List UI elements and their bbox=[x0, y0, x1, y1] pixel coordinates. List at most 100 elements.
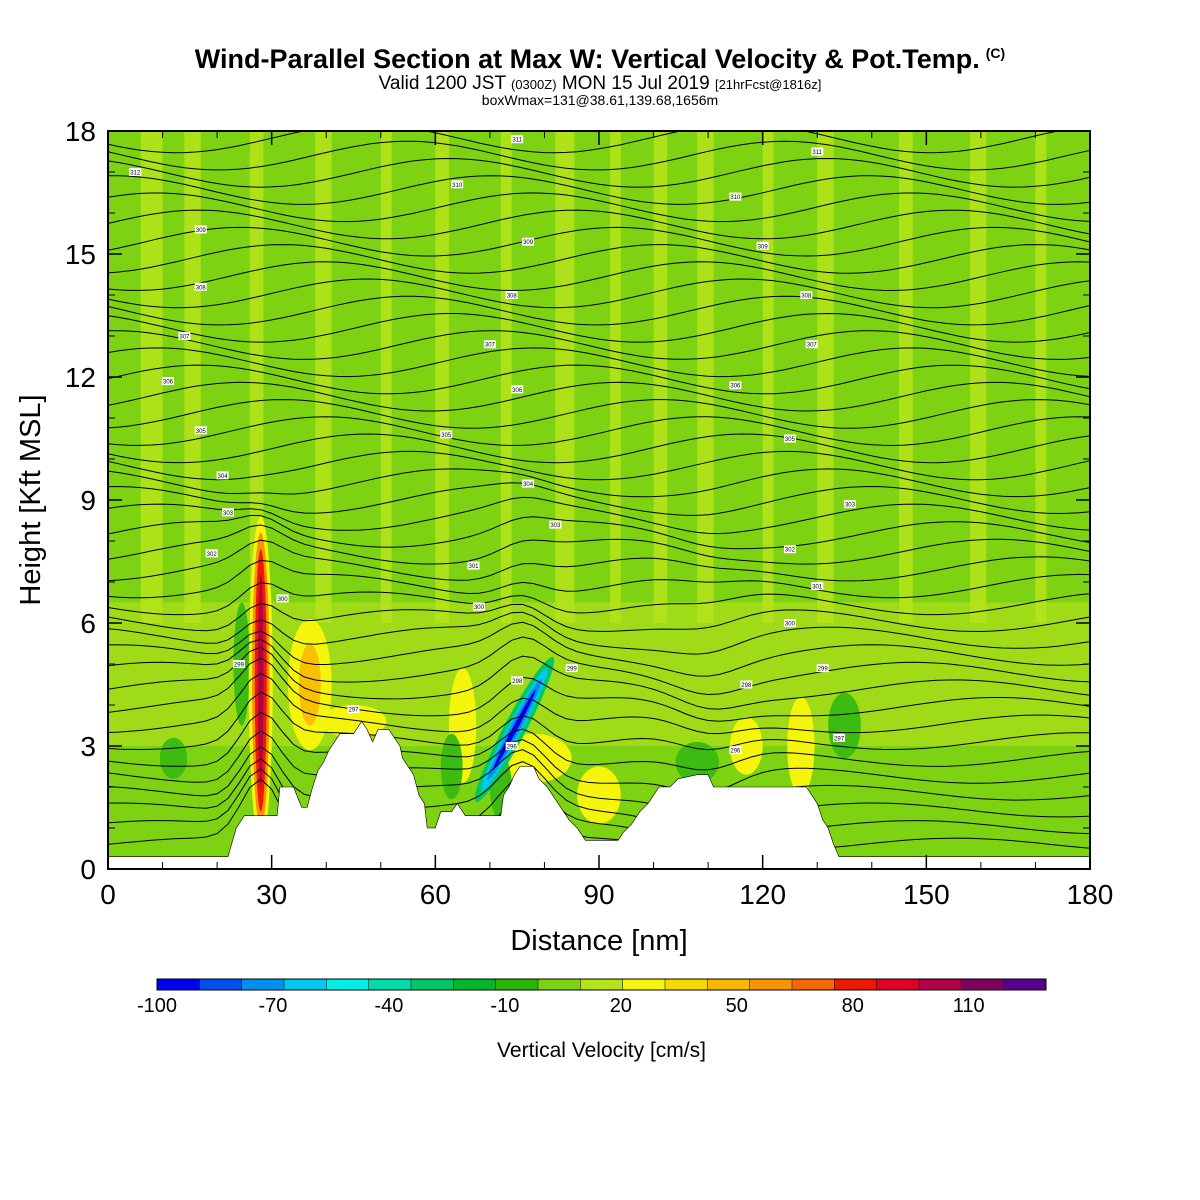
colorbar-label: 110 bbox=[953, 995, 985, 1017]
isentrope-line bbox=[108, 312, 1090, 343]
isentrope-label-bg bbox=[549, 520, 562, 529]
colorbar-swatch bbox=[622, 979, 666, 990]
isentrope-line bbox=[108, 730, 1090, 794]
isentrope-label-bg bbox=[800, 291, 813, 299]
isentrope-label: 299 bbox=[816, 664, 829, 673]
isentrope-label: 311 bbox=[511, 135, 524, 144]
colorbar-swatch bbox=[241, 979, 285, 990]
isentrope-label-bg bbox=[811, 147, 824, 156]
isentrope-label-text: 303 bbox=[223, 511, 234, 517]
isentrope-label: 307 bbox=[483, 340, 496, 349]
isentrope-label-bg bbox=[522, 479, 535, 488]
isentrope-line bbox=[108, 611, 1090, 655]
isentrope-label-text: 312 bbox=[130, 171, 141, 177]
isentrope-label-text: 310 bbox=[452, 183, 463, 189]
valid-utc: (0300Z) bbox=[511, 77, 557, 92]
colorbar-swatch bbox=[580, 979, 623, 990]
isentrope-label: 307 bbox=[178, 332, 191, 341]
isentrope-label: 312 bbox=[129, 168, 142, 177]
isentrope-label-text: 305 bbox=[196, 429, 207, 435]
isentrope-line bbox=[108, 347, 1090, 378]
x-tick-label: 0 bbox=[100, 879, 116, 910]
isentrope-label-text: 304 bbox=[523, 482, 534, 488]
isentrope-label-text: 297 bbox=[834, 736, 845, 742]
isentrope-label-bg bbox=[467, 561, 480, 570]
colorbar-label: 80 bbox=[842, 995, 864, 1017]
valid-date: MON 15 Jul 2019 bbox=[561, 73, 710, 94]
isentrope-label-bg bbox=[276, 594, 289, 603]
isentrope-label-bg bbox=[522, 237, 535, 246]
isentrope-label: 305 bbox=[783, 434, 796, 443]
isentrope-line bbox=[108, 295, 1090, 326]
light-green-streak bbox=[249, 131, 264, 623]
isentrope-label: 305 bbox=[440, 430, 453, 439]
colorbar-label: -70 bbox=[259, 995, 288, 1017]
velocity-field: 312 311 311 310 309 310 309 309 308 308 308 307 307 3… bbox=[108, 131, 1090, 869]
isentrope-label-text: 306 bbox=[512, 388, 523, 394]
isentrope-label-text: 308 bbox=[801, 294, 812, 300]
isentrope-label-text: 298 bbox=[512, 679, 523, 685]
isentrope-label: 300 bbox=[783, 619, 796, 628]
isentrope-label-bg bbox=[451, 180, 464, 189]
isentrope-label-text: 298 bbox=[741, 683, 752, 689]
colorbar-swatch bbox=[961, 979, 1004, 990]
isentrope-label: 309 bbox=[522, 237, 535, 246]
isentrope-line bbox=[108, 768, 1090, 857]
isentrope-label-text: 305 bbox=[785, 437, 796, 443]
isentrope-line bbox=[108, 602, 1090, 633]
isentrope-label: 310 bbox=[451, 180, 464, 189]
isentrope-line bbox=[108, 416, 1090, 447]
isentrope-label-text: 299 bbox=[567, 667, 578, 673]
isentrope-line bbox=[108, 636, 1090, 696]
isentrope-label-bg bbox=[511, 385, 524, 394]
isentrope-label-text: 301 bbox=[469, 564, 480, 570]
light-green-streak bbox=[500, 131, 512, 623]
isentrope-label: 302 bbox=[205, 549, 218, 558]
isentrope-label: 307 bbox=[805, 340, 818, 349]
isentrope-label: 308 bbox=[194, 282, 207, 291]
copyright-mark: (C) bbox=[985, 45, 1006, 61]
isentrope-label-text: 307 bbox=[485, 343, 496, 349]
isentrope-line bbox=[108, 496, 1090, 535]
isentrope-line bbox=[108, 364, 1090, 395]
light-green-streak bbox=[555, 131, 575, 623]
isentrope-label: 311 bbox=[811, 147, 824, 156]
colorbar-label: 50 bbox=[726, 995, 748, 1017]
colorbar-swatch bbox=[538, 979, 581, 990]
isentrope-label-text: 300 bbox=[278, 597, 289, 603]
isentrope-label: 304 bbox=[216, 471, 229, 480]
yellow-patch bbox=[787, 696, 815, 796]
isentrope-label-text: 304 bbox=[218, 474, 229, 480]
orange-patch bbox=[298, 643, 321, 726]
colorbar-swatch bbox=[834, 979, 877, 990]
light-green-streak bbox=[969, 131, 987, 623]
isentrope-line bbox=[108, 192, 1090, 223]
colorbar-swatch bbox=[368, 979, 412, 990]
colorbar-frame bbox=[156, 978, 1047, 991]
light-green-streak bbox=[140, 131, 163, 623]
isentrope-line bbox=[108, 672, 1090, 735]
isentrope-label-bg bbox=[729, 381, 742, 390]
isentrope-label-bg bbox=[216, 471, 229, 480]
isentrope-label-bg bbox=[729, 746, 742, 755]
colorbar-label: -40 bbox=[374, 995, 403, 1017]
isentrope-label: 310 bbox=[729, 192, 742, 201]
isentrope-line bbox=[108, 582, 1090, 616]
isentrope-label: 301 bbox=[467, 561, 480, 570]
isentrope-label: 303 bbox=[222, 508, 235, 517]
isentrope-line bbox=[108, 482, 1090, 516]
isentrope-label-text: 308 bbox=[507, 294, 518, 300]
isentrope-label: 296 bbox=[505, 742, 518, 751]
isentrope-label-bg bbox=[194, 426, 207, 435]
isentrope-line bbox=[108, 433, 1090, 464]
isentrope-label-text: 308 bbox=[196, 285, 207, 291]
green-downdraft-patch bbox=[159, 737, 188, 779]
yellow-patch bbox=[577, 766, 621, 824]
isentrope-label: 309 bbox=[756, 241, 769, 250]
isentrope-label: 306 bbox=[162, 377, 175, 386]
colorbar-swatch bbox=[665, 979, 708, 990]
isentrope-line bbox=[108, 758, 1090, 838]
x-tick-label: 30 bbox=[256, 879, 287, 910]
isentrope-label-bg bbox=[505, 291, 518, 299]
isentrope-label-bg bbox=[729, 192, 742, 201]
